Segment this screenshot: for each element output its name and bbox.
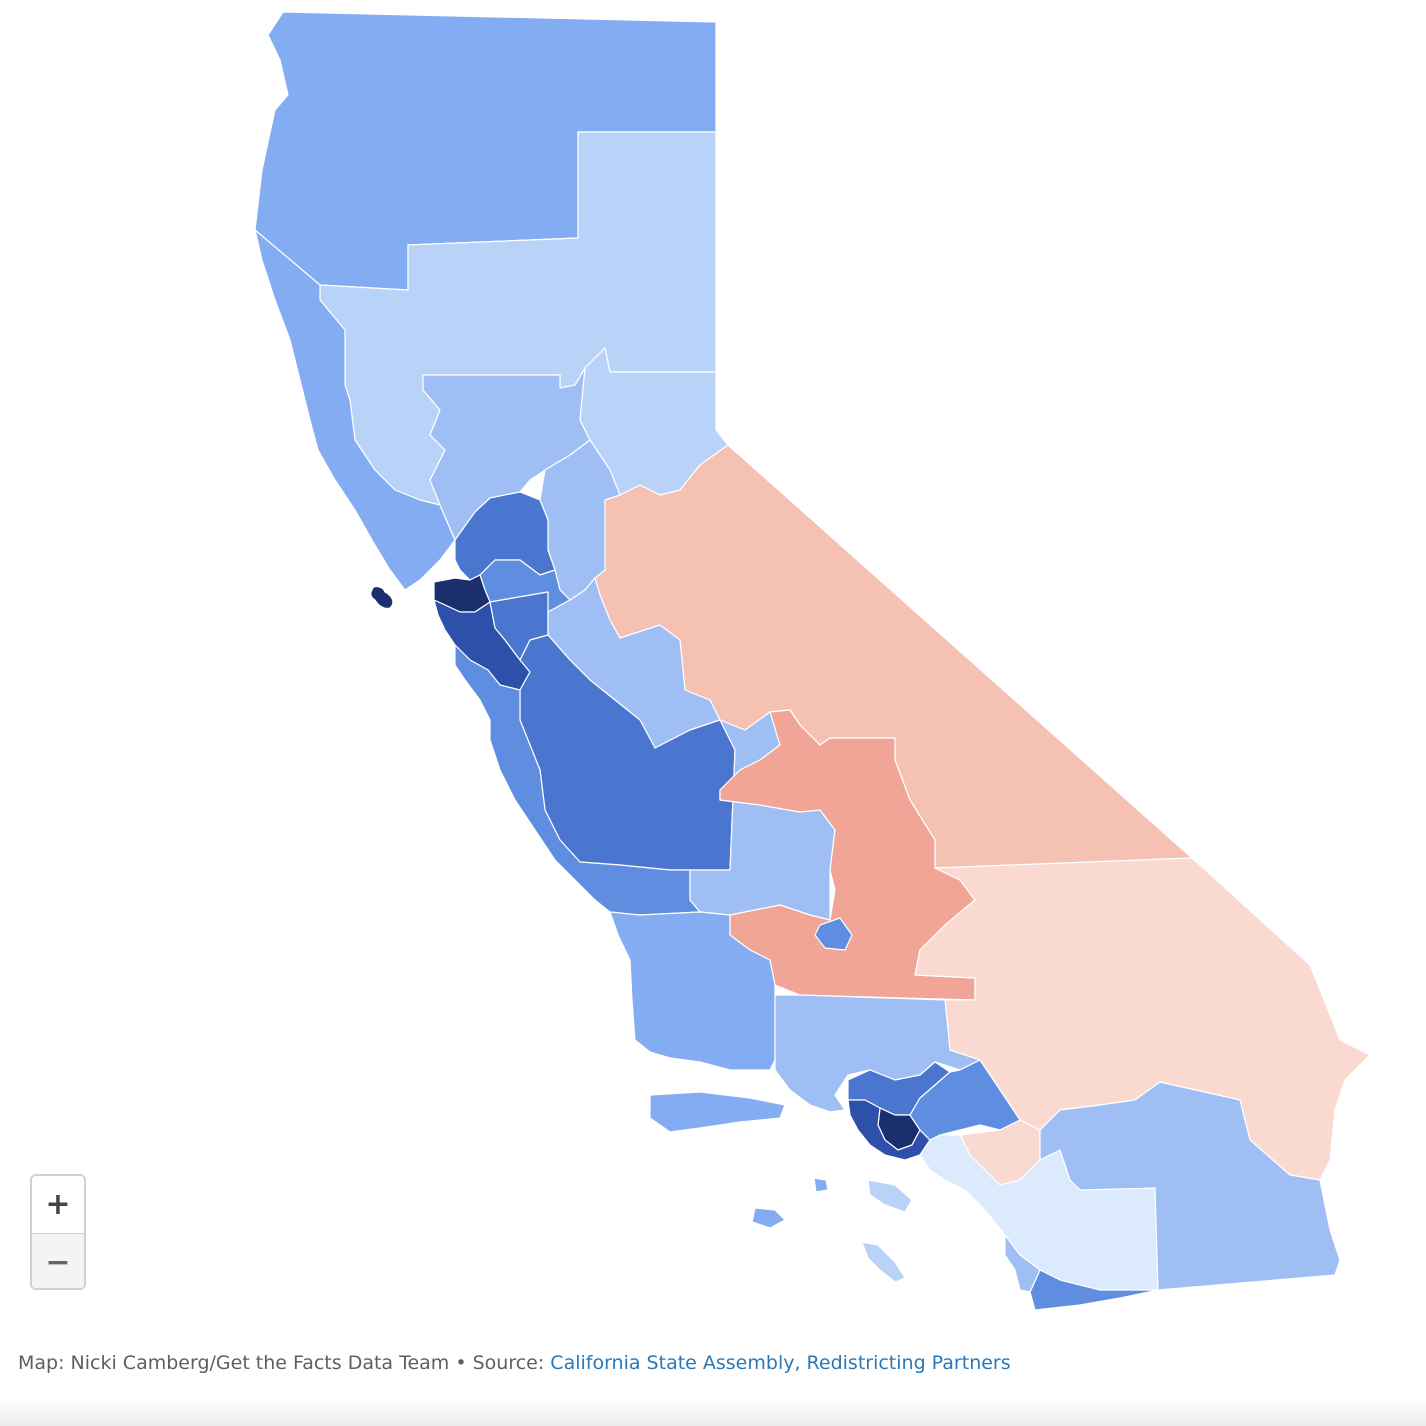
map-canvas[interactable] (0, 0, 1426, 1330)
source-link[interactable]: California State Assembly, Redistricting… (550, 1352, 1011, 1374)
district-farallon-islands[interactable] (370, 585, 394, 610)
district-channel-islands-north[interactable] (649, 1091, 786, 1133)
credit-prefix: Map: Nicki Camberg/Get the Facts Data Te… (18, 1352, 551, 1374)
district-los-angeles-east[interactable] (909, 1059, 1021, 1141)
district-san-diego[interactable] (1029, 1269, 1159, 1311)
zoom-out-button[interactable]: − (32, 1234, 84, 1288)
district-san-nicolas-island[interactable] (751, 1207, 786, 1229)
district-north-coast[interactable] (254, 229, 456, 591)
zoom-control: + − (30, 1174, 86, 1290)
district-bakersfield[interactable] (814, 917, 853, 951)
zoom-in-button[interactable]: + (32, 1176, 84, 1233)
district-catalina-island[interactable] (867, 1179, 913, 1213)
district-imperial-riverside[interactable] (1039, 1081, 1341, 1291)
california-assembly-district-map[interactable] (0, 0, 1426, 1330)
bottom-edge (0, 1396, 1426, 1426)
zoom-divider (32, 1233, 84, 1234)
district-north-san-diego[interactable] (1004, 1234, 1041, 1293)
district-santa-barbara[interactable] (609, 911, 776, 1071)
district-san-clemente-island[interactable] (861, 1241, 906, 1283)
map-credit: Map: Nicki Camberg/Get the Facts Data Te… (18, 1352, 1011, 1374)
district-santa-barbara-island[interactable] (813, 1177, 829, 1193)
